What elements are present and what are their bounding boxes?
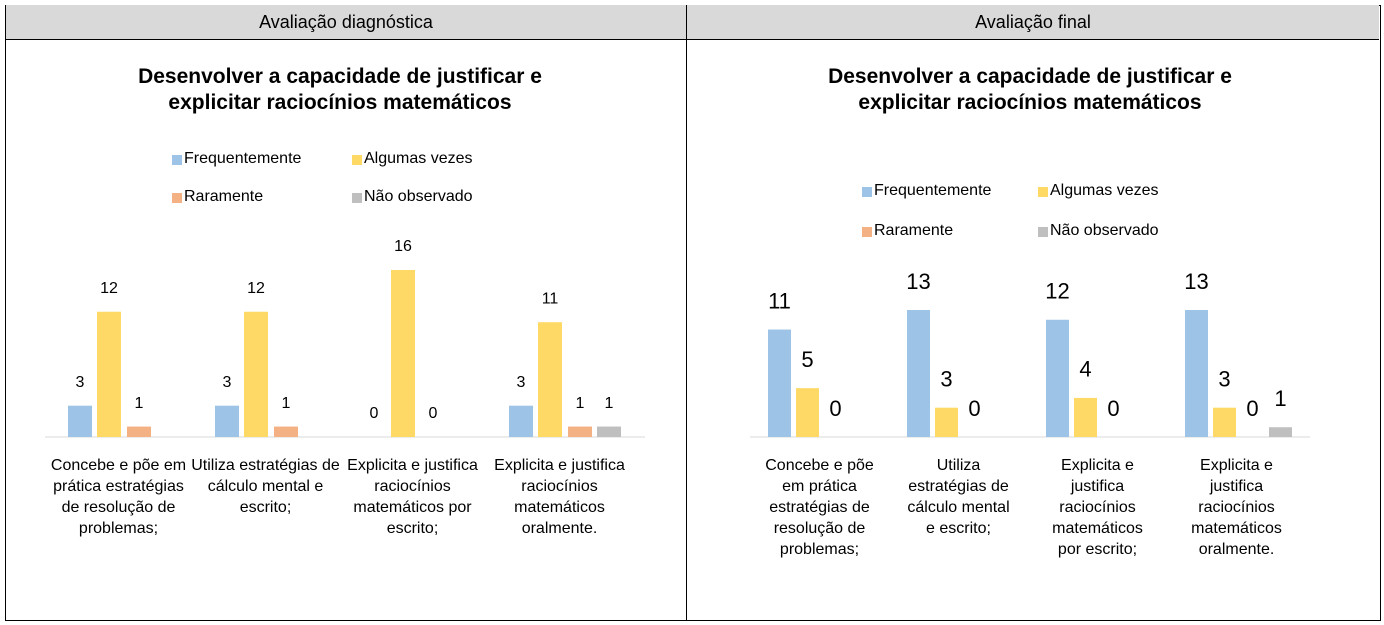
category-label: Explicita e justifica raciocínios matemá… <box>1191 457 1282 558</box>
bar <box>568 426 592 437</box>
value-label: 1 <box>576 395 585 412</box>
value-label: 11 <box>768 288 791 313</box>
legend-swatch <box>862 227 872 237</box>
bar <box>1213 407 1236 437</box>
value-label: 1 <box>1274 386 1286 411</box>
bar <box>97 311 121 437</box>
value-label: 0 <box>968 396 980 421</box>
legend-label: Frequentemente <box>184 150 302 167</box>
value-label: 1 <box>135 395 144 412</box>
legend-swatch <box>352 155 362 165</box>
value-label: 3 <box>223 374 232 391</box>
category-label: Utiliza estratégias de cálculo mental e … <box>191 457 340 516</box>
bar <box>391 270 415 437</box>
legend-swatch <box>1038 227 1048 237</box>
bar <box>1185 310 1208 437</box>
legend-label: Raramente <box>874 222 954 239</box>
bar <box>1269 427 1292 437</box>
value-label: 3 <box>517 374 526 391</box>
value-label: 3 <box>1218 367 1230 392</box>
bar <box>509 405 533 437</box>
legend-label: Não observado <box>1050 222 1159 239</box>
chart-title: Desenvolver a capacidade de justificar e… <box>828 65 1232 114</box>
legend-label: Algumas vezes <box>364 150 473 167</box>
legend-label: Algumas vezes <box>1050 182 1159 199</box>
value-label: 11 <box>542 290 559 307</box>
value-label: 13 <box>1184 269 1208 294</box>
legend-label: Frequentemente <box>874 182 992 199</box>
legend-swatch <box>172 193 182 203</box>
value-label: 0 <box>829 396 841 421</box>
bar <box>244 311 268 437</box>
legend-swatch <box>352 193 362 203</box>
header-cell: Avaliação diagnóstica <box>6 5 686 40</box>
value-label: 16 <box>394 238 412 255</box>
category-label: Explicita e justifica raciocínios matemá… <box>347 457 478 537</box>
value-label: 1 <box>282 395 291 412</box>
bar <box>274 426 298 437</box>
category-label: Concebe e põe em prática estratégias de … <box>765 457 874 558</box>
bar <box>1074 397 1097 437</box>
value-label: 12 <box>1045 279 1069 304</box>
bar <box>538 322 562 437</box>
legend-swatch <box>1038 187 1048 197</box>
value-label: 5 <box>801 347 813 372</box>
bar <box>768 329 791 437</box>
header-cell: Avaliação final <box>687 5 1379 40</box>
value-label: 0 <box>1246 396 1258 421</box>
value-label: 0 <box>429 405 438 422</box>
legend-swatch <box>862 187 872 197</box>
bar <box>215 405 239 437</box>
chart-title: Desenvolver a capacidade de justificar e… <box>138 65 542 114</box>
value-label: 1 <box>605 395 614 412</box>
bar <box>68 405 92 437</box>
bar <box>907 310 930 437</box>
category-label: Explicita e justifica raciocínios matemá… <box>494 457 625 537</box>
value-label: 3 <box>76 374 85 391</box>
value-label: 4 <box>1079 357 1091 382</box>
value-label: 3 <box>940 367 952 392</box>
category-label: Explicita e justifica raciocínios matemá… <box>1052 457 1143 558</box>
legend-label: Não observado <box>364 188 473 205</box>
value-label: 12 <box>247 280 265 297</box>
bar <box>127 426 151 437</box>
bar <box>935 407 958 437</box>
value-label: 0 <box>1107 396 1119 421</box>
category-label: Utiliza estratégias de cálculo mental e … <box>907 457 1010 537</box>
column-divider <box>686 5 687 621</box>
legend-swatch <box>172 155 182 165</box>
bar <box>796 388 819 437</box>
value-label: 12 <box>100 280 118 297</box>
category-label: Concebe e põe em prática estratégias de … <box>50 457 187 537</box>
bar <box>1046 319 1069 437</box>
legend-label: Raramente <box>184 188 264 205</box>
value-label: 0 <box>370 405 379 422</box>
value-label: 13 <box>906 269 930 294</box>
bar <box>597 426 621 437</box>
